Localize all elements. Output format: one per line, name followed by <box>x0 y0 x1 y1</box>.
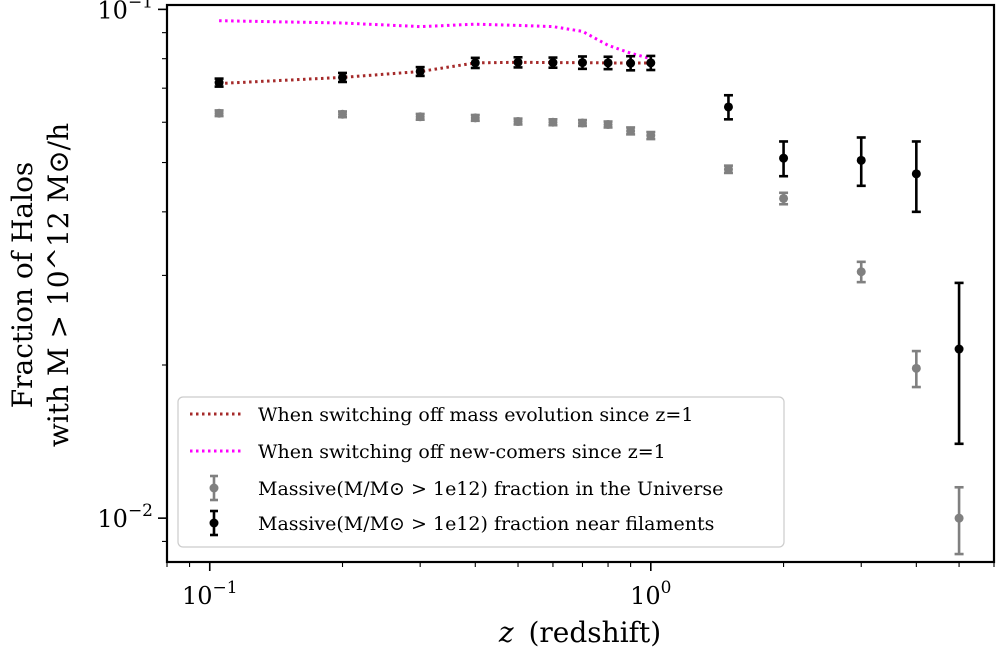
legend-label-new-comers: When switching off new-comers since z=1 <box>258 441 666 463</box>
universe-point <box>603 119 613 129</box>
legend-swatch-filaments <box>209 509 219 537</box>
universe-point <box>856 267 866 277</box>
universe-point <box>214 108 224 118</box>
x-tick-label: 10−1 <box>182 578 238 610</box>
legend: When switching off mass evolution since … <box>177 396 785 548</box>
x-axis-label: z (redshift) <box>498 616 661 649</box>
legend-swatch-universe <box>209 474 219 502</box>
filaments-point <box>723 102 733 112</box>
filaments-point <box>577 58 587 68</box>
y-axis-label-line2: with M > 10^12 M⊙/h <box>42 123 75 447</box>
filaments-point <box>779 153 789 163</box>
filaments-point <box>338 72 348 82</box>
filaments-point <box>548 58 558 68</box>
filaments-point <box>954 344 964 354</box>
universe-point <box>415 112 425 122</box>
legend-label-filaments: Massive(M/M⊙ > 1e12) fraction near filam… <box>258 513 714 535</box>
universe-point <box>470 113 480 123</box>
universe-point <box>338 109 348 119</box>
x-tick-label: 100 <box>630 578 671 610</box>
filaments-point <box>470 58 480 68</box>
filaments-point <box>513 57 523 67</box>
universe-point <box>779 193 789 203</box>
filaments-point <box>626 58 636 68</box>
filaments-point <box>214 78 224 88</box>
universe-point <box>513 117 523 127</box>
legend-box <box>177 396 785 548</box>
axis-ticks: 10−1 100 10−2 10−1 <box>97 0 995 610</box>
mass-evolution-line <box>219 60 651 85</box>
filaments-point <box>856 155 866 165</box>
filaments-point <box>646 58 656 68</box>
universe-point <box>911 363 921 373</box>
y-tick-label: 10−2 <box>97 501 153 533</box>
legend-label-universe: Massive(M/M⊙ > 1e12) fraction in the Uni… <box>258 478 723 500</box>
y-tick-label: 10−1 <box>97 0 153 24</box>
universe-point <box>577 118 587 128</box>
universe-point <box>548 117 558 127</box>
universe-point <box>646 131 656 141</box>
y-axis-label-line1: Fraction of Halos <box>6 162 39 409</box>
legend-label-mass-evolution: When switching off mass evolution since … <box>258 404 693 426</box>
filaments-point <box>415 66 425 76</box>
universe-point <box>954 513 964 523</box>
new-comers-line <box>219 19 652 61</box>
universe-point <box>723 164 733 174</box>
universe-point <box>626 126 636 136</box>
plot-series <box>214 19 964 556</box>
filaments-point <box>911 169 921 179</box>
filaments-point <box>603 58 613 68</box>
